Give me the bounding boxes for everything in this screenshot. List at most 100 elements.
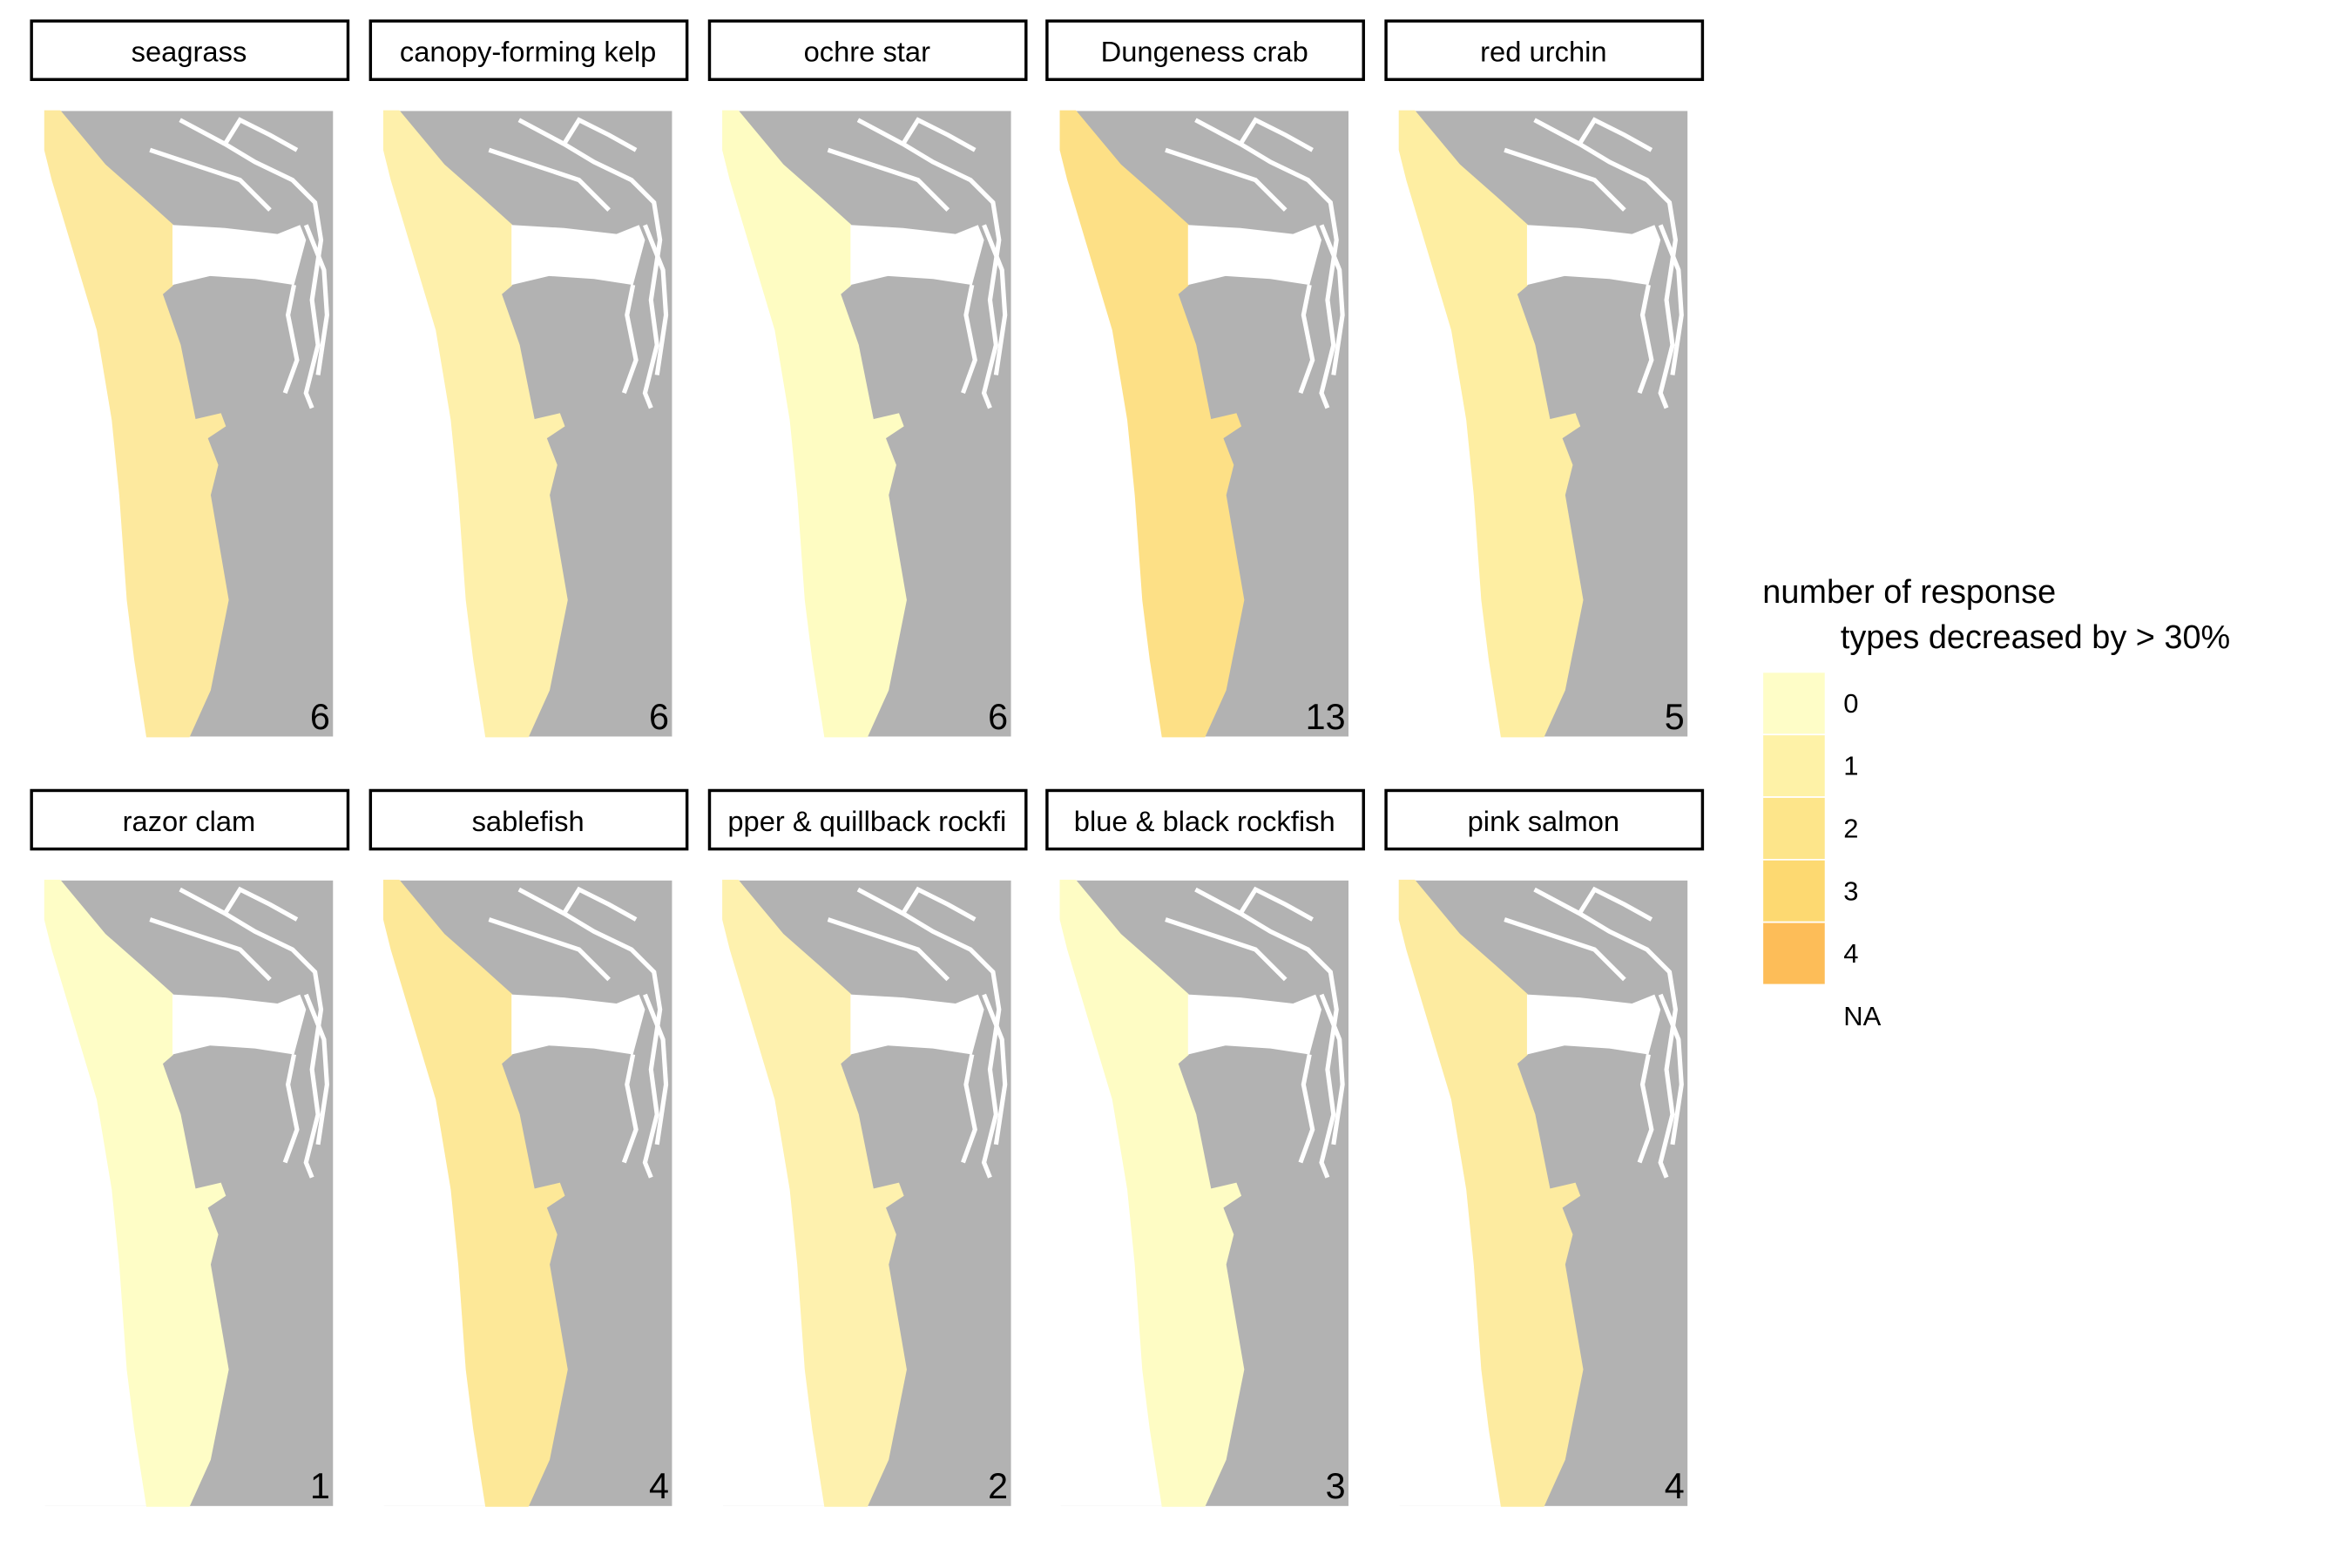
strip-box [368, 19, 689, 81]
map-panel: canopy-forming kelp 6 [368, 19, 689, 738]
inland-waters [562, 886, 638, 922]
response-count: 2 [988, 1466, 1008, 1506]
strip-title: canopy-forming kelp [400, 36, 656, 68]
response-count: 5 [1665, 697, 1685, 737]
inland-waters [1658, 224, 1684, 375]
strip-title: blue & black rockfish [1074, 805, 1335, 837]
inland-waters [1504, 917, 1626, 982]
strip-box [707, 19, 1028, 81]
response-count: 6 [310, 697, 330, 737]
map-panel: seagrass 6 [30, 19, 350, 738]
map-panel: ochre star 6 [707, 19, 1028, 738]
inland-waters [488, 917, 611, 982]
coastal-region [1398, 110, 1584, 738]
inland-waters [1165, 147, 1288, 212]
map-panel: pper & quillback rockfi 2 [707, 788, 1028, 1507]
ocean [381, 880, 486, 1506]
inland-waters [1165, 917, 1288, 982]
strip-box [30, 788, 350, 851]
inland-waters [1504, 147, 1626, 212]
inland-waters [621, 1054, 639, 1164]
strait [172, 994, 307, 1055]
strip-title: seagrass [132, 36, 247, 68]
ocean [1057, 880, 1163, 1506]
inland-waters [827, 917, 950, 982]
response-count: 4 [649, 1466, 669, 1506]
inland-waters [488, 147, 611, 212]
inland-waters [149, 147, 272, 212]
strip-title: sablefish [472, 805, 585, 837]
inland-waters [179, 118, 324, 409]
ocean [42, 880, 147, 1506]
strip-title: Dungeness crab [1101, 36, 1308, 68]
inland-waters [1578, 117, 1653, 152]
inland-waters [827, 147, 950, 212]
inland-waters [961, 1054, 977, 1164]
legend-label: NA [1843, 1001, 1881, 1031]
response-count: 4 [1665, 1466, 1685, 1506]
coastal-region [1059, 110, 1245, 738]
strip-box [1045, 19, 1365, 81]
map-panel: pink salmon 4 [1384, 788, 1705, 1507]
ocean [720, 880, 826, 1506]
strip-box [1384, 788, 1705, 851]
response-count: 6 [988, 697, 1008, 737]
strip-title: pper & quillback rockfi [727, 805, 1006, 837]
inland-waters [961, 284, 977, 395]
legend-label: 2 [1843, 814, 1858, 844]
strip-box [707, 788, 1028, 851]
strip-title: red urchin [1480, 36, 1606, 68]
strip-box [30, 19, 350, 81]
inland-waters [1578, 886, 1653, 922]
inland-waters [517, 118, 663, 409]
strip-box [368, 788, 689, 851]
map-panel: sablefish 4 [368, 788, 689, 1507]
strait [511, 225, 645, 286]
inland-waters [517, 887, 663, 1179]
map-panel: Dungeness crab 13 [1045, 19, 1365, 738]
inland-waters [282, 1054, 300, 1164]
inland-waters [1298, 1054, 1315, 1164]
inland-waters [1533, 887, 1679, 1179]
inland-waters [856, 887, 1002, 1179]
inland-waters [223, 117, 299, 152]
map-panel: red urchin 5 [1384, 19, 1705, 738]
ocean [1396, 111, 1502, 737]
legend-title: number of response [1762, 574, 2056, 611]
ocean [720, 111, 826, 737]
strait [511, 994, 645, 1055]
coastal-region [382, 879, 568, 1507]
coastal-region [44, 879, 229, 1507]
strip-box [1045, 788, 1365, 851]
coastal-region [1398, 879, 1584, 1507]
inland-waters [1319, 224, 1345, 375]
coastal-region [44, 110, 229, 738]
legend-title: types decreased by > 30% [1841, 619, 2230, 656]
inland-waters [1194, 887, 1339, 1179]
strait [1526, 994, 1661, 1055]
response-count: 1 [310, 1466, 330, 1506]
ocean [381, 111, 486, 737]
inland-waters [901, 886, 977, 922]
strait [1187, 225, 1322, 286]
map-panel: razor clam 1 [30, 788, 350, 1507]
strait [850, 225, 984, 286]
legend-swatch [1761, 796, 1827, 861]
inland-waters [901, 117, 977, 152]
inland-waters [643, 993, 669, 1146]
legend-swatch [1761, 671, 1827, 736]
strait [850, 994, 984, 1055]
legend-label: 1 [1843, 751, 1858, 781]
inland-waters [562, 117, 638, 152]
inland-waters [1298, 284, 1315, 395]
inland-waters [223, 886, 299, 922]
inland-waters [982, 224, 1008, 375]
ocean [1396, 880, 1502, 1506]
inland-waters [856, 118, 1002, 409]
legend-swatch [1761, 921, 1827, 986]
coastal-region [382, 110, 568, 738]
legend-label: 4 [1843, 938, 1858, 969]
inland-waters [282, 284, 300, 395]
inland-waters [1637, 1054, 1654, 1164]
